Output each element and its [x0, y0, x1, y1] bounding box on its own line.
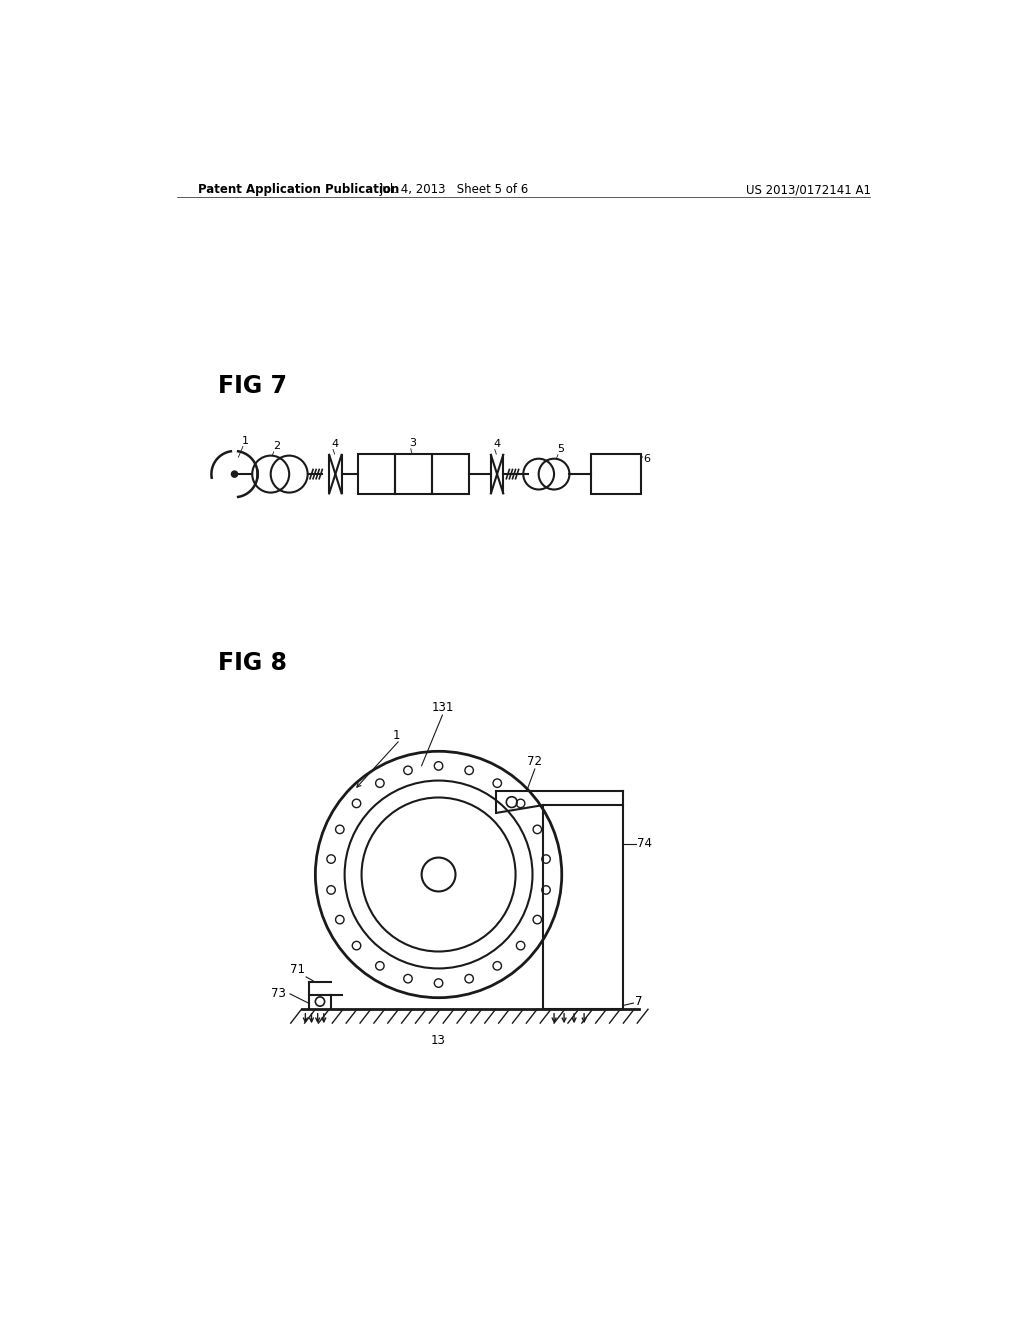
- Text: 6: 6: [643, 454, 650, 465]
- Text: 74: 74: [637, 837, 652, 850]
- Bar: [394, 454, 432, 494]
- Text: 13: 13: [431, 1034, 446, 1047]
- Text: 2: 2: [273, 441, 281, 451]
- Text: 4: 4: [332, 438, 339, 449]
- Text: 72: 72: [527, 755, 543, 768]
- Text: 4: 4: [494, 438, 501, 449]
- Text: 71: 71: [291, 964, 305, 977]
- Bar: [591, 454, 641, 494]
- Text: Jul. 4, 2013   Sheet 5 of 6: Jul. 4, 2013 Sheet 5 of 6: [379, 183, 528, 197]
- Text: 73: 73: [271, 987, 286, 1001]
- Text: US 2013/0172141 A1: US 2013/0172141 A1: [745, 183, 870, 197]
- Text: Patent Application Publication: Patent Application Publication: [199, 183, 399, 197]
- Bar: [357, 454, 394, 494]
- Text: 131: 131: [431, 701, 454, 714]
- Text: 7: 7: [635, 995, 642, 1008]
- Text: 3: 3: [410, 438, 417, 447]
- Text: 1: 1: [243, 436, 249, 446]
- Text: 1: 1: [392, 730, 400, 742]
- Text: 5: 5: [557, 444, 564, 454]
- Bar: [432, 454, 469, 494]
- Text: FIG 8: FIG 8: [217, 651, 287, 676]
- Circle shape: [231, 471, 238, 478]
- Text: FIG 7: FIG 7: [217, 374, 287, 399]
